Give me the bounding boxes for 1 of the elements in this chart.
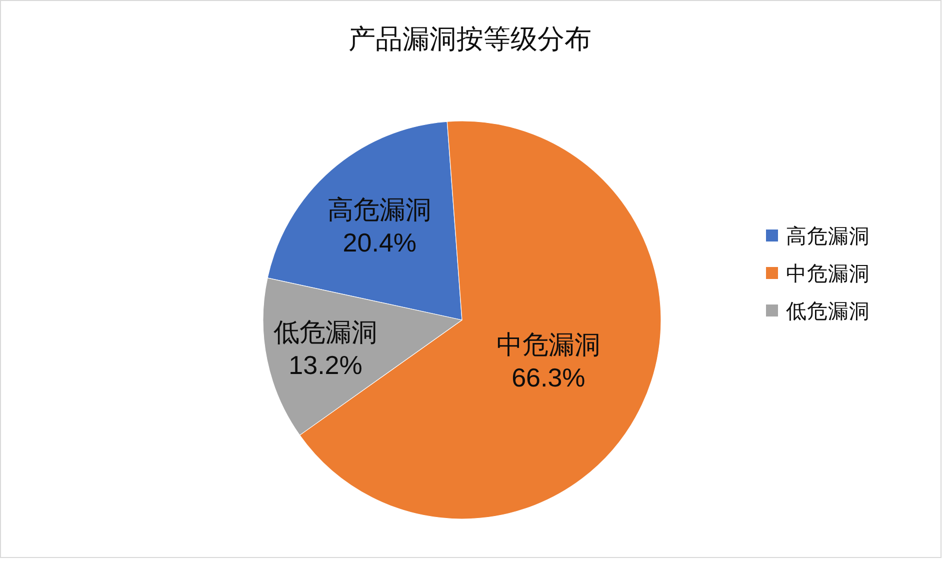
title: 产品漏洞按等级分布	[348, 24, 592, 54]
